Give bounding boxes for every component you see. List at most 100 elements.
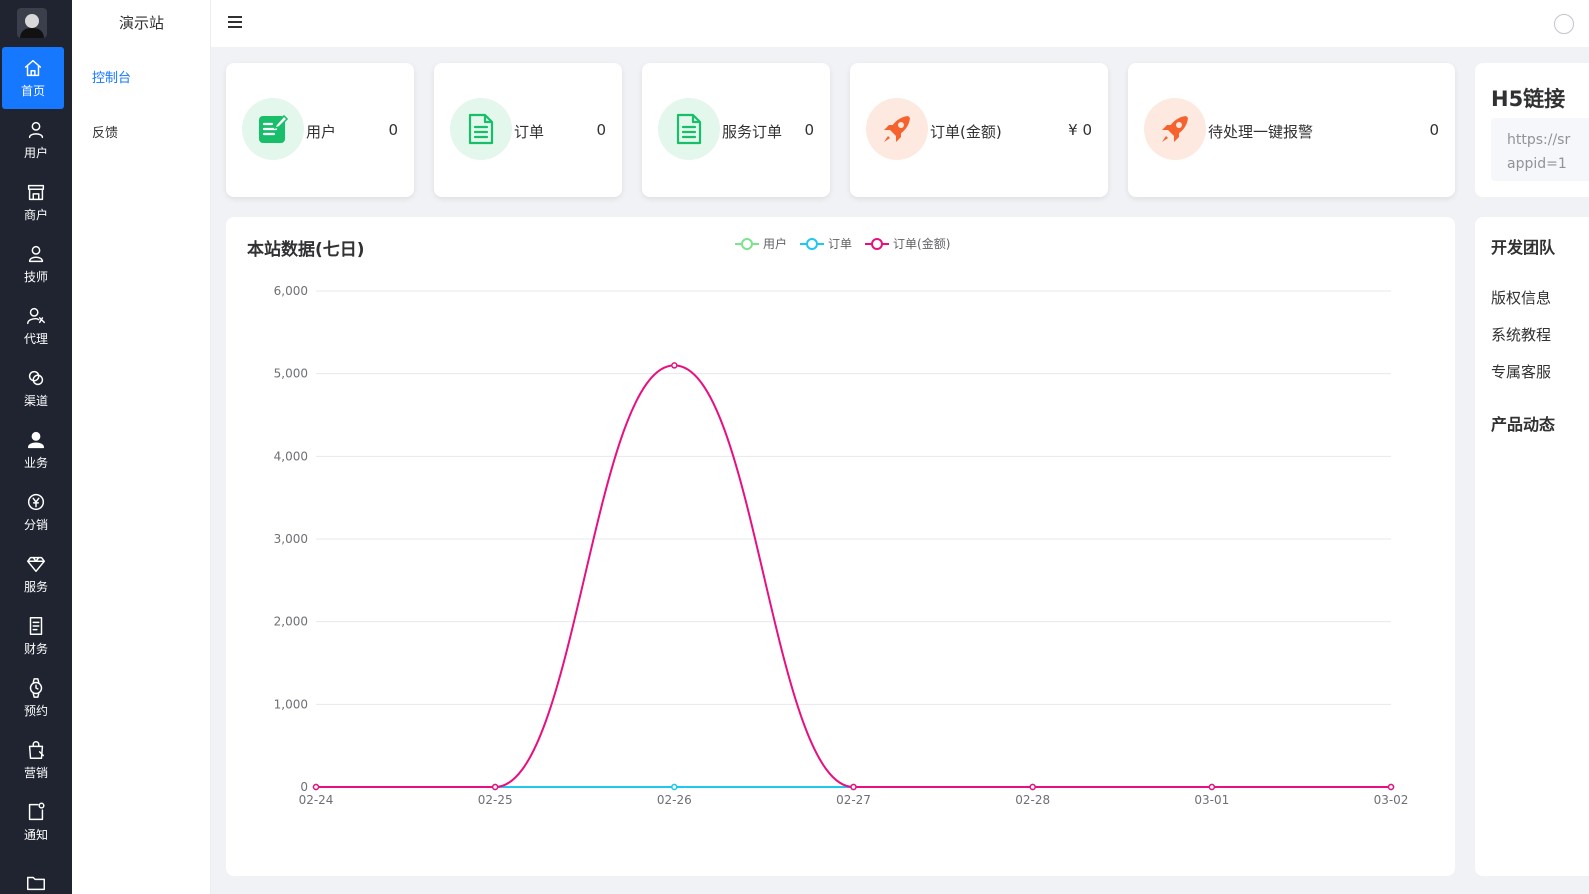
right-info-panel: 开发团队 版权信息 系统教程 专属客服 产品动态 xyxy=(1475,217,1589,876)
stat-card-pending-alarm: 待处理一键报警 0 xyxy=(1128,63,1455,197)
x-tick-label: 02-25 xyxy=(478,793,513,807)
chart-panel: 0 1,000 2,000 3,000 4,000 5,000 6,000 02-24 02-2… xyxy=(226,217,1455,876)
stat-value: 0 xyxy=(1429,121,1439,139)
site-title: 演示站 xyxy=(118,14,164,32)
stat-value: ¥ 0 xyxy=(1068,121,1092,139)
nav-label: 商户 xyxy=(23,208,48,222)
nav-label: 通知 xyxy=(23,828,48,842)
distribution-icon xyxy=(27,493,45,511)
stat-icon-wrap xyxy=(1144,98,1206,160)
stat-label: 订单 xyxy=(514,123,545,141)
nav-home[interactable]: 首页 xyxy=(2,47,64,109)
stat-label: 订单(金额) xyxy=(930,123,1002,141)
data-point xyxy=(1029,783,1036,791)
data-point xyxy=(312,783,320,791)
link-tutorial[interactable]: 系统教程 xyxy=(1491,326,1552,344)
nav-label: 服务 xyxy=(23,580,48,594)
nav-booking[interactable]: 预约 xyxy=(0,667,72,729)
submenu-item-dashboard[interactable]: 控制台 xyxy=(92,71,132,86)
series-line xyxy=(316,364,1391,789)
stat-icon-wrap xyxy=(658,98,720,160)
legend-item[interactable]: 订单 xyxy=(799,235,852,252)
stat-label: 待处理一键报警 xyxy=(1208,123,1314,141)
header-circle-button[interactable] xyxy=(1554,14,1574,34)
y-tick-label: 5,000 xyxy=(274,367,308,381)
stat-value: 0 xyxy=(388,121,398,139)
legend-label: 订单 xyxy=(828,237,853,251)
icon-rail: 首页 用户 商户 技师 代理 渠道 业务 分销 服务 财务 预约 营销 xyxy=(0,0,72,894)
data-point xyxy=(671,783,678,791)
legend-item[interactable]: 订单(金额) xyxy=(864,235,950,252)
nav-business[interactable]: 业务 xyxy=(0,419,72,481)
x-tick-label: 03-01 xyxy=(1194,793,1229,807)
technician-icon xyxy=(28,245,44,263)
nav-marketing[interactable]: 营销 xyxy=(0,729,72,791)
nav-label: 代理 xyxy=(23,332,48,346)
nav-store[interactable]: 商户 xyxy=(0,171,72,233)
nav-technician[interactable]: 技师 xyxy=(0,233,72,295)
line-chart: 0 1,000 2,000 3,000 4,000 5,000 6,000 02-24 02-2… xyxy=(274,284,1409,807)
stat-label: 服务订单 xyxy=(722,123,783,141)
nav-label: 用户 xyxy=(23,146,48,160)
nav-agent[interactable]: 代理 xyxy=(0,295,72,357)
stat-value: 0 xyxy=(804,121,814,139)
data-point xyxy=(491,783,499,791)
stat-icon-wrap xyxy=(866,98,928,160)
h5-link-box[interactable]: https://sr appid=1 xyxy=(1491,118,1589,181)
menu-toggle-icon[interactable] xyxy=(228,16,242,28)
legend-item[interactable]: 用户 xyxy=(734,235,787,252)
stat-value: 0 xyxy=(596,121,606,139)
folder-icon xyxy=(27,876,45,890)
diamond-icon xyxy=(27,556,45,573)
y-tick-label: 6,000 xyxy=(274,284,308,298)
nav-label: 首页 xyxy=(20,84,45,98)
secondary-menu: 演示站 控制台 反馈 xyxy=(72,0,211,894)
stat-label: 用户 xyxy=(306,123,337,141)
stat-icon-wrap xyxy=(450,98,512,160)
edit-document-icon xyxy=(259,114,289,143)
nav-service[interactable]: 服务 xyxy=(0,543,72,605)
x-tick-label: 03-02 xyxy=(1374,793,1409,807)
nav-finance[interactable]: 财务 xyxy=(0,605,72,667)
legend-marker-icon xyxy=(735,237,759,250)
document-icon xyxy=(468,113,494,145)
nav-label: 业务 xyxy=(23,456,48,470)
y-tick-label: 1,000 xyxy=(274,697,308,711)
news-title: 产品动态 xyxy=(1491,415,1556,434)
nav-folder[interactable] xyxy=(0,853,72,894)
document-icon xyxy=(676,113,702,145)
stat-card-users: 用户 0 xyxy=(226,63,414,197)
nav-label: 分销 xyxy=(23,518,48,532)
x-tick-label: 02-28 xyxy=(1015,793,1050,807)
chart-legend: 用户 订单 订单(金额) xyxy=(734,235,962,252)
nav-notice[interactable]: 通知 xyxy=(0,791,72,853)
nav-channel[interactable]: 渠道 xyxy=(0,357,72,419)
user-icon xyxy=(28,121,44,139)
y-tick-label: 3,000 xyxy=(274,532,308,546)
stat-card-orders: 订单 0 xyxy=(434,63,622,197)
stat-card-order-amount: 订单(金额) ¥ 0 xyxy=(850,63,1108,197)
legend-marker-icon xyxy=(800,237,825,250)
nav-label: 预约 xyxy=(23,704,48,718)
link-support[interactable]: 专属客服 xyxy=(1491,363,1552,381)
x-tick-label: 02-26 xyxy=(657,793,692,807)
team-title: 开发团队 xyxy=(1491,238,1556,257)
link-copyright[interactable]: 版权信息 xyxy=(1491,289,1552,307)
channel-icon xyxy=(28,370,44,386)
rocket-icon xyxy=(1162,116,1188,142)
data-point xyxy=(1208,783,1216,791)
nav-user[interactable]: 用户 xyxy=(0,109,72,171)
store-icon xyxy=(27,184,45,201)
avatar[interactable] xyxy=(17,8,47,38)
stat-card-service-orders: 服务订单 0 xyxy=(642,63,830,197)
submenu-item-feedback[interactable]: 反馈 xyxy=(92,126,119,141)
data-point xyxy=(850,783,857,791)
business-icon xyxy=(27,431,45,449)
nav-distribution[interactable]: 分销 xyxy=(0,481,72,543)
h5-link-line: appid=1 xyxy=(1507,156,1567,172)
y-tick-label: 4,000 xyxy=(274,449,308,463)
chart-title: 本站数据(七日) xyxy=(247,240,365,260)
nav-label: 技师 xyxy=(23,270,48,284)
legend-label: 用户 xyxy=(763,237,788,251)
home-icon xyxy=(24,59,42,77)
